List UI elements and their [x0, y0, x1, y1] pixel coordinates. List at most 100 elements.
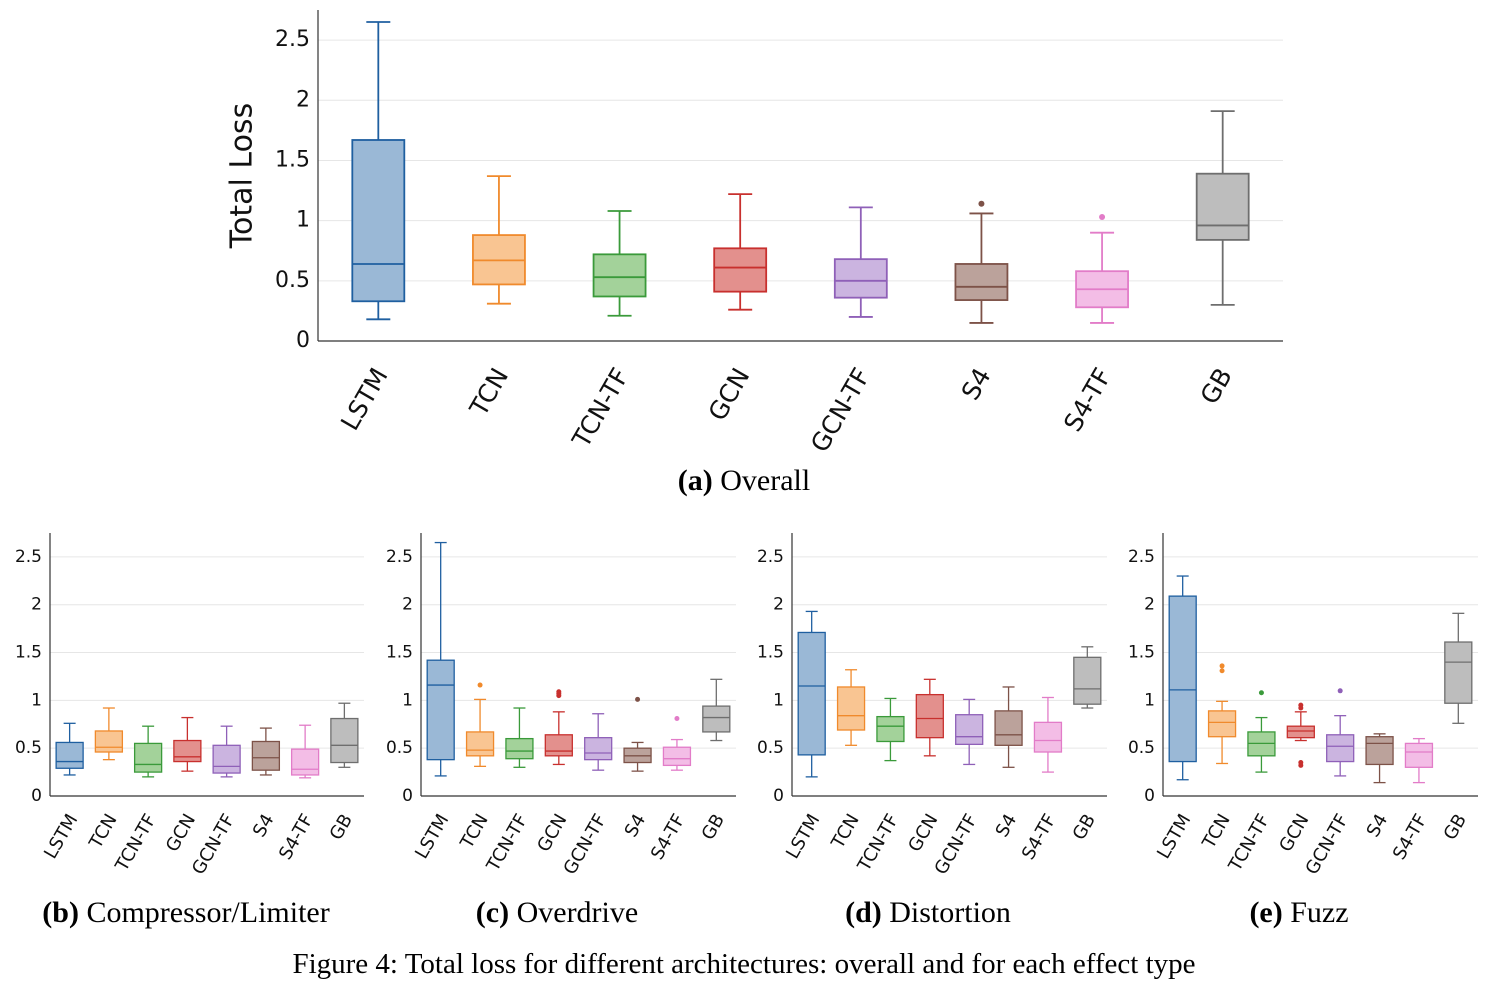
x-tick-label-b-lstm: LSTM: [40, 811, 82, 863]
y-tick-label-c-2: 1: [402, 690, 413, 710]
iqr-box: [55, 741, 84, 769]
iqr-box: [702, 705, 731, 733]
x-tick-label-a-gcn-tf: GCN-TF: [805, 363, 876, 457]
box-a-lstm: [351, 21, 406, 321]
iqr-box: [662, 746, 692, 767]
box-e-gb: [1444, 612, 1473, 724]
x-tick-label-d-s4: S4: [992, 811, 1022, 841]
outlier-point-3: [1298, 702, 1304, 708]
x-tick-label-a-s4: S4: [956, 363, 997, 405]
box-a-gcn: [713, 193, 768, 311]
box-d-lstm: [797, 610, 826, 778]
outlier-point-0: [1337, 688, 1343, 694]
x-tick-label-a-tcn-tf: TCN-TF: [566, 363, 635, 453]
iqr-box: [290, 748, 320, 776]
box-c-gcn-tf: [584, 713, 613, 771]
outlier-point-0: [1099, 214, 1106, 221]
caption-a: (a) Overall: [678, 464, 810, 498]
box-b-tcn: [94, 707, 124, 761]
box-c-s4: [623, 696, 652, 772]
outlier-point-0: [477, 682, 483, 688]
box-e-lstm: [1168, 575, 1197, 781]
iqr-box: [212, 744, 241, 774]
x-tick-label-a-s4-tf: S4-TF: [1058, 363, 1117, 437]
box-a-tcn: [472, 175, 526, 305]
x-tick-label-e-s4: S4: [1363, 811, 1393, 841]
box-b-lstm: [55, 722, 84, 776]
iqr-box: [330, 717, 359, 764]
y-tick-label-a-0: 0: [296, 328, 310, 353]
iqr-box: [915, 693, 944, 739]
iqr-box: [592, 253, 647, 298]
iqr-box: [1404, 742, 1434, 768]
box-a-gcn-tf: [833, 206, 888, 318]
caption-c: (c) Overdrive: [476, 896, 638, 930]
y-tick-label-b-0: 0: [31, 786, 42, 806]
y-tick-label-e-4: 2: [1144, 595, 1155, 615]
iqr-box: [836, 686, 866, 731]
iqr-box: [1444, 641, 1473, 704]
iqr-box: [876, 715, 905, 743]
box-a-tcn-tf: [592, 210, 647, 317]
box-b-gb: [330, 702, 359, 768]
box-a-s4: [954, 200, 1009, 324]
x-tick-label-e-gb: GB: [1440, 811, 1471, 844]
y-tick-label-c-3: 1.5: [386, 643, 413, 663]
x-tick-label-d-gb: GB: [1069, 811, 1100, 844]
y-tick-label-a-3: 1.5: [275, 147, 310, 172]
x-tick-label-b-s4-tf: S4-TF: [275, 811, 318, 864]
box-d-tcn-tf: [876, 697, 905, 762]
iqr-box: [954, 263, 1009, 301]
x-tick-label-c-s4-tf: S4-TF: [647, 811, 690, 864]
box-a-gb: [1195, 110, 1250, 306]
x-tick-label-e-lstm: LSTM: [1153, 811, 1195, 863]
outlier-point-1: [1298, 760, 1304, 766]
y-tick-label-b-1: 0.5: [15, 738, 42, 758]
y-tick-label-d-2: 1: [773, 690, 784, 710]
iqr-box: [133, 742, 163, 773]
outlier-point-0: [1258, 690, 1264, 696]
x-tick-label-e-gcn: GCN: [1275, 811, 1313, 856]
x-tick-label-d-s4-tf: S4-TF: [1018, 811, 1061, 864]
iqr-box: [544, 734, 573, 757]
caption-e: (e) Fuzz: [1249, 896, 1348, 930]
y-tick-label-e-2: 1: [1144, 690, 1155, 710]
caption-a-label: (a): [677, 464, 713, 497]
box-c-tcn-tf: [505, 707, 534, 768]
box-c-gcn: [544, 689, 573, 766]
iqr-box: [251, 740, 281, 771]
x-tick-label-e-tcn: TCN: [1198, 811, 1235, 854]
box-d-s4-tf: [1033, 696, 1063, 773]
y-tick-label-d-4: 2: [773, 595, 784, 615]
y-tick-label-b-2: 1: [31, 690, 42, 710]
y-tick-label-d-1: 0.5: [757, 738, 784, 758]
iqr-box: [1073, 656, 1102, 705]
caption-b-label: (b): [42, 896, 79, 929]
box-b-s4-tf: [290, 724, 320, 779]
iqr-box: [1195, 172, 1250, 241]
outlier-point-0: [635, 696, 641, 702]
box-c-lstm: [426, 541, 455, 777]
box-c-tcn: [465, 682, 495, 768]
iqr-box: [584, 737, 613, 761]
y-tick-label-c-5: 2.5: [386, 547, 413, 567]
iqr-box: [351, 139, 406, 303]
iqr-box: [1286, 725, 1315, 739]
outlier-point-0: [1219, 668, 1225, 674]
box-b-gcn-tf: [212, 725, 241, 778]
x-tick-label-b-gcn: GCN: [162, 811, 200, 856]
caption-d-label: (d): [845, 896, 882, 929]
y-tick-label-c-4: 2: [402, 595, 413, 615]
x-tick-label-e-s4-tf: S4-TF: [1389, 811, 1432, 864]
box-e-s4-tf: [1404, 737, 1434, 784]
outlier-point-1: [1219, 663, 1225, 669]
y-tick-label-d-5: 2.5: [757, 547, 784, 567]
x-tick-label-b-tcn: TCN: [85, 811, 122, 854]
iqr-box: [797, 631, 826, 756]
y-tick-label-a-5: 2.5: [275, 27, 310, 52]
x-tick-label-c-s4: S4: [621, 811, 651, 841]
x-tick-label-d-lstm: LSTM: [782, 811, 824, 863]
